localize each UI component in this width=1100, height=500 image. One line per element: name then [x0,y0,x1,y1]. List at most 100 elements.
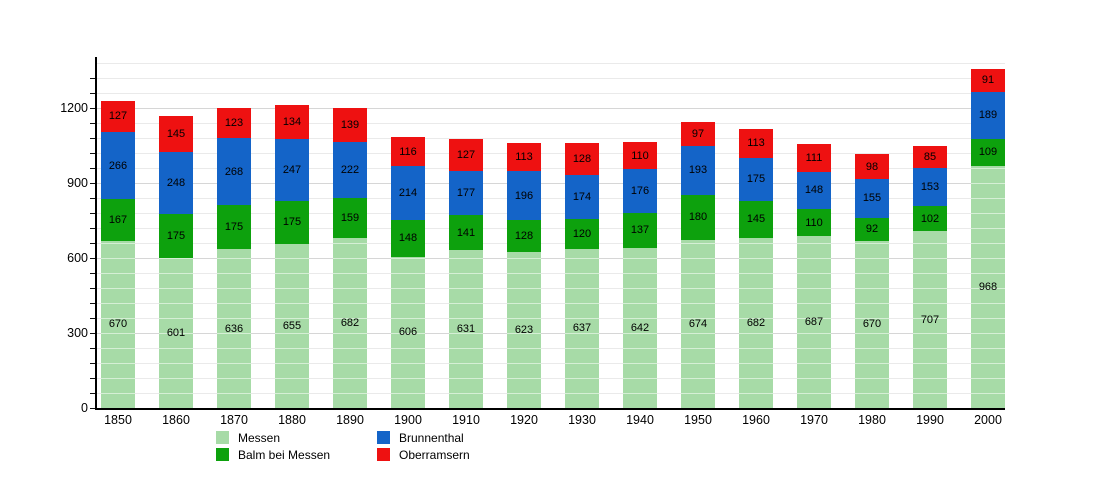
bar-segment-balm-bei-messen-1920 [507,220,541,253]
bar-segment-brunnenthal-1870 [217,138,251,206]
value-label-oberramsern-1990: 85 [923,150,937,163]
value-label-oberramsern-1880: 134 [282,116,302,128]
x-axis-label-1920: 1920 [510,413,538,427]
bar-segment-messen-1950 [681,239,715,408]
y-tick [90,198,95,199]
legend-swatch-brunnenthal [377,431,390,444]
value-label-brunnenthal-1920: 196 [514,189,534,202]
value-label-messen-1900: 606 [398,326,418,339]
value-label-balm-bei-messen-1910: 141 [456,226,476,239]
value-label-messen-1860: 601 [166,326,186,339]
value-label-oberramsern-1910: 127 [456,148,476,161]
bar-segment-messen-1880 [275,244,309,408]
legend-item-oberramsern: Oberramsern [377,447,470,462]
bar-segment-balm-bei-messen-1970 [797,208,831,237]
bar-segment-oberramsern-1890 [333,107,367,143]
legend-swatch-balm-bei-messen [216,448,229,461]
value-label-balm-bei-messen-1850: 167 [108,213,128,226]
y-tick [90,258,95,259]
value-label-oberramsern-1890: 139 [340,118,360,131]
y-tick [90,213,95,214]
bar-segment-messen-1960 [739,237,773,408]
x-axis-label-1930: 1930 [568,413,596,427]
bar-segment-messen-1920 [507,252,541,408]
x-axis-label-1960: 1960 [742,413,770,427]
y-tick [90,273,95,274]
value-label-balm-bei-messen-1880: 175 [282,216,302,229]
bar-segment-balm-bei-messen-2000 [971,138,1005,166]
y-tick [90,318,95,319]
value-label-oberramsern-1960: 113 [747,137,765,150]
bar-segment-brunnenthal-1880 [275,138,309,201]
y-axis-label: 1200 [60,101,88,115]
legend-label-balm-bei-messen: Balm bei Messen [238,447,331,462]
legend-label-oberramsern: Oberramsern [399,447,470,462]
value-label-balm-bei-messen-1900: 148 [398,232,418,244]
legend-label-messen: Messen [238,430,281,445]
bar-segment-balm-bei-messen-1980 [855,217,889,241]
value-label-balm-bei-messen-1950: 180 [688,211,708,223]
bar-segment-oberramsern-1860 [159,115,193,152]
bar-segment-oberramsern-1870 [217,107,251,139]
value-label-balm-bei-messen-1920: 128 [514,230,534,243]
value-label-brunnenthal-1850: 266 [108,159,128,172]
value-label-messen-1960: 682 [746,316,766,329]
bar-segment-messen-1900 [391,256,425,408]
bar-segment-messen-1870 [217,249,251,408]
bar-segment-oberramsern-1950 [681,122,715,147]
bar-segment-oberramsern-2000 [971,68,1005,92]
bar-segment-balm-bei-messen-1910 [449,215,483,251]
y-tick [90,108,95,109]
x-axis-label-1910: 1910 [452,413,480,427]
bar-segment-brunnenthal-1970 [797,171,831,209]
legend-item-brunnenthal: Brunnenthal [377,430,470,445]
y-tick [90,123,95,124]
x-axis-label-1860: 1860 [162,413,190,427]
legend-swatch-messen [216,431,229,444]
value-label-messen-1930: 637 [572,322,592,335]
value-label-brunnenthal-1870: 268 [224,165,244,178]
bar-segment-brunnenthal-1920 [507,171,541,221]
value-label-messen-1970: 687 [804,316,824,329]
value-label-brunnenthal-1890: 222 [340,164,360,176]
value-label-messen-1910: 631 [456,323,476,336]
value-label-brunnenthal-1950: 193 [688,164,708,177]
y-tick [90,348,95,349]
value-label-messen-1850: 670 [108,318,128,331]
bar-segment-brunnenthal-2000 [971,91,1005,139]
y-tick [90,393,95,394]
bar-segment-messen-1930 [565,248,599,408]
bar-segment-oberramsern-1880 [275,105,309,139]
bar-segment-brunnenthal-1850 [101,132,135,199]
value-label-oberramsern-1980: 98 [865,160,879,173]
y-tick [90,93,95,94]
bar-segment-oberramsern-1980 [855,154,889,179]
value-label-oberramsern-1860: 145 [166,127,186,140]
y-axis-label: 0 [81,401,88,415]
legend-label-brunnenthal: Brunnenthal [399,430,464,445]
bar-segment-messen-1860 [159,257,193,408]
bar-segment-oberramsern-1910 [449,139,483,171]
x-axis-label-1970: 1970 [800,413,828,427]
bar-segment-brunnenthal-1930 [565,175,599,219]
bar-segment-messen-1850 [101,240,135,408]
x-axis-label-1850: 1850 [104,413,132,427]
x-axis-label-1880: 1880 [278,413,306,427]
bar-segment-brunnenthal-1860 [159,152,193,214]
value-label-messen-1950: 674 [688,317,708,330]
value-label-oberramsern-1900: 116 [399,145,417,158]
value-label-messen-1940: 642 [630,321,650,334]
bar-segment-balm-bei-messen-1850 [101,198,135,241]
value-label-balm-bei-messen-1870: 175 [224,221,244,234]
value-label-brunnenthal-1900: 214 [398,186,418,199]
value-label-oberramsern-1870: 123 [224,116,244,129]
bar-segment-brunnenthal-1960 [739,157,773,202]
value-label-oberramsern-1850: 127 [108,110,128,123]
bar-segment-balm-bei-messen-1930 [565,218,599,249]
bar-segment-oberramsern-1900 [391,137,425,166]
bar-segment-brunnenthal-1980 [855,178,889,218]
x-axis-label-1900: 1900 [394,413,422,427]
bar-segment-messen-1980 [855,240,889,408]
bar-segment-messen-1990 [913,231,947,408]
x-axis-label-1870: 1870 [220,413,248,427]
